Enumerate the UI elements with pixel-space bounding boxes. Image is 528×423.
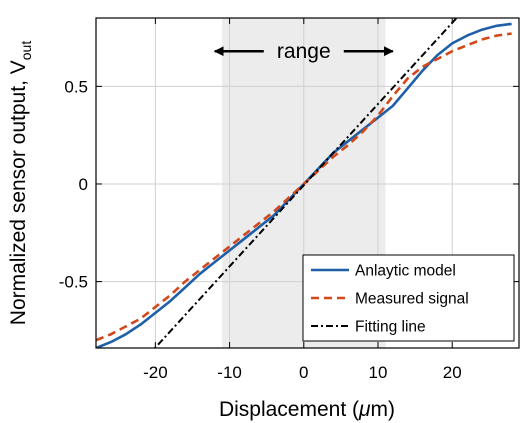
range-label: range (277, 40, 331, 63)
series-line-2 (153, 18, 458, 348)
y-axis-ticks: -0.5 0 0.5 (59, 77, 519, 292)
x-tick-label: 20 (443, 363, 462, 382)
legend-entries: Anlaytic model Measured signal Fitting lin… (311, 263, 469, 336)
y-tick-label: 0 (79, 175, 88, 194)
plot-frame (95, 17, 520, 349)
legend-label-0: Anlaytic model (355, 263, 456, 280)
x-axis-ticks: -20 -10 0 10 20 (143, 18, 462, 382)
x-axis-label: Displacement (μm) (219, 398, 395, 421)
legend-label-1: Measured signal (355, 291, 469, 308)
range-annotation: range (213, 40, 394, 63)
x-tick-label: -20 (143, 363, 168, 382)
x-tick-label: 10 (369, 363, 388, 382)
series-layer (96, 18, 512, 348)
legend-label-2: Fitting line (355, 319, 426, 336)
x-tick-label: 0 (299, 363, 308, 382)
y-tick-label: -0.5 (59, 273, 88, 292)
legend: Anlaytic model Measured signal Fitting lin… (302, 254, 515, 342)
y-axis-label: Normalized sensor output, Vout (7, 41, 34, 326)
y-tick-label: 0.5 (64, 77, 88, 96)
x-tick-label: -10 (217, 363, 242, 382)
